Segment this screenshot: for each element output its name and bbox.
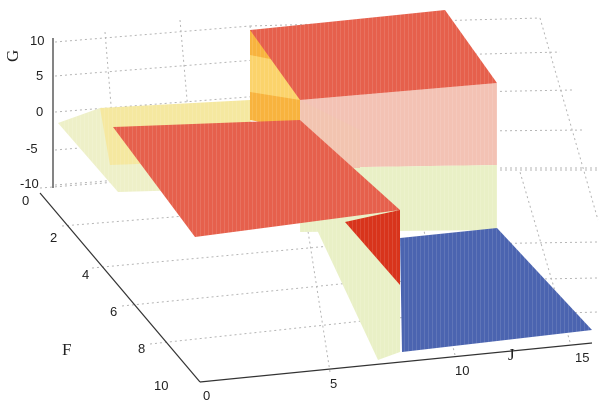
x-tick-label: 15 [575,350,589,365]
axes [39,38,593,383]
surface-face-front-cliff-mesh [318,222,400,360]
z-tick-label: 0 [36,104,43,119]
surface [58,10,592,360]
z-tick-label: 10 [30,33,44,48]
x-tick-label: 0 [203,388,210,401]
z-tick-label: -10 [20,176,39,191]
surface-face-cliff-dark-mesh [345,210,400,285]
y-tick-label: 10 [154,378,168,393]
z-tick-labels: 10 5 0 -5 -10 [20,33,44,191]
z-axis-label: G [3,50,22,62]
surface-face-front-plateau-mesh [113,120,400,237]
x-tick-label: 10 [455,363,469,378]
y-tick-label: 6 [110,304,117,319]
x-axis-line [199,342,593,383]
y-axis-line [39,192,201,383]
z-tick-label: 5 [36,68,43,83]
y-axis-label: F [62,340,71,359]
y-tick-label: 4 [82,267,89,282]
x-tick-label: 5 [330,376,337,391]
x-tick-labels: 0 5 10 15 [203,350,589,401]
z-tick-label: -5 [26,141,38,156]
y-tick-label: 0 [22,193,29,208]
y-tick-labels: 0 2 4 6 8 10 [22,193,168,393]
surface-face-low-plateau-mesh [400,228,592,352]
x-axis-label: J [508,345,515,364]
surface-face-block-top-mesh [250,10,497,100]
y-tick-label: 8 [138,341,145,356]
y-tick-label: 2 [50,230,57,245]
